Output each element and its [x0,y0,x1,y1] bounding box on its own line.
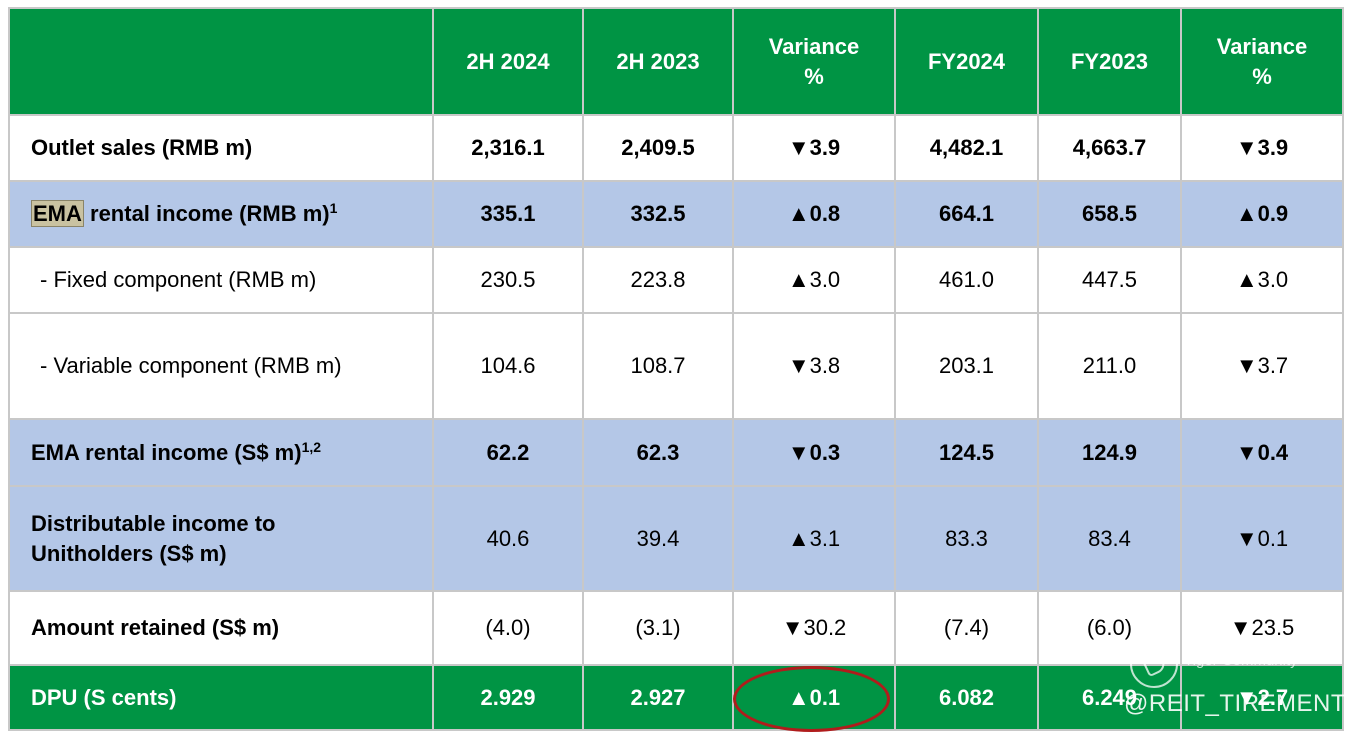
cell-fy2024: 203.1 [894,312,1039,420]
highlighted-text: EMA [31,200,84,227]
header-row: 2H 2024 2H 2023 Variance % FY2024 FY2023… [8,7,1344,116]
cell-variance-full: ▲0.9 [1180,180,1344,248]
cell-2h2023: (3.1) [582,590,734,666]
cell-2h2024: 2,316.1 [432,114,584,182]
results-table-container: 2H 2024 2H 2023 Variance % FY2024 FY2023… [8,7,1344,731]
cell-2h2024: 335.1 [432,180,584,248]
cell-2h2023: 223.8 [582,246,734,314]
cell-fy2023: 658.5 [1037,180,1182,248]
footnote-ref: 1 [329,200,338,216]
cell-variance-half: ▲3.0 [732,246,896,314]
tiger-logo-icon [1130,640,1178,688]
table-row-dpu: DPU (S cents) 2.929 2.927 ▲0.1 6.082 6.2… [8,664,1344,731]
financial-results-table: 2H 2024 2H 2023 Variance % FY2024 FY2023… [8,7,1344,731]
cell-fy2023: 6.249 [1037,664,1182,731]
header-col-2h2024: 2H 2024 [432,7,584,116]
cell-variance-full: ▼23.5 [1180,590,1344,666]
cell-2h2023: 2,409.5 [582,114,734,182]
header-col-variance-half: Variance % [732,7,896,116]
footnote-ref: 1,2 [301,438,322,455]
row-label: DPU (S cents) [8,664,434,731]
cell-2h2023: 62.3 [582,418,734,487]
row-label: - Variable component (RMB m) [8,312,434,420]
table-row-outlet-sales: Outlet sales (RMB m) 2,316.1 2,409.5 ▼3.… [8,114,1344,182]
cell-variance-full: ▼3.7 [1180,312,1344,420]
header-col-fy2023: FY2023 [1037,7,1182,116]
cell-variance-half: ▲0.1 [732,664,896,731]
row-label-text: Distributable income to Unitholders (S$ … [31,510,276,566]
cell-fy2023: 4,663.7 [1037,114,1182,182]
watermark-brand: Tiger Community [1184,652,1298,669]
row-label: Outlet sales (RMB m) [8,114,434,182]
table-row-distributable-income: Distributable income to Unitholders (S$ … [8,485,1344,592]
header-col-variance-full: Variance % [1180,7,1344,116]
table-row-amount-retained: Amount retained (S$ m) (4.0) (3.1) ▼30.2… [8,590,1344,666]
table-row-fixed-component: - Fixed component (RMB m) 230.5 223.8 ▲3… [8,246,1344,314]
header-col-fy2024: FY2024 [894,7,1039,116]
cell-fy2023: 83.4 [1037,485,1182,592]
cell-variance-full: ▼0.4 [1180,418,1344,487]
cell-2h2024: 104.6 [432,312,584,420]
cell-variance-full: ▼3.9 [1180,114,1344,182]
row-label: EMA rental income (RMB m)1 [8,180,434,248]
cell-variance-half: ▼30.2 [732,590,896,666]
row-label: Amount retained (S$ m) [8,590,434,666]
cell-fy2023: 211.0 [1037,312,1182,420]
row-label-text: rental income (RMB m) [83,201,330,226]
cell-2h2024: (4.0) [432,590,584,666]
cell-fy2023: 447.5 [1037,246,1182,314]
cell-fy2024: 124.5 [894,418,1039,487]
cell-variance-half: ▲3.1 [732,485,896,592]
table-row-ema-rental-sgd: EMA rental income (S$ m)1,2 62.2 62.3 ▼0… [8,418,1344,487]
cell-variance-half: ▼3.9 [732,114,896,182]
cell-fy2024: 664.1 [894,180,1039,248]
cell-fy2024: 4,482.1 [894,114,1039,182]
table-row-variable-component: - Variable component (RMB m) 104.6 108.7… [8,312,1344,420]
table-row-ema-rental-rmb: EMA rental income (RMB m)1 335.1 332.5 ▲… [8,180,1344,248]
header-col-2h2023: 2H 2023 [582,7,734,116]
cell-fy2024: 461.0 [894,246,1039,314]
cell-2h2023: 332.5 [582,180,734,248]
cell-variance-half: ▼0.3 [732,418,896,487]
cell-2h2024: 2.929 [432,664,584,731]
cell-2h2023: 108.7 [582,312,734,420]
cell-variance-full: ▼2.7 [1180,664,1344,731]
cell-fy2023: 124.9 [1037,418,1182,487]
cell-variance-half: ▲0.8 [732,180,896,248]
header-label-cell [8,7,434,116]
cell-2h2024: 230.5 [432,246,584,314]
cell-fy2024: 6.082 [894,664,1039,731]
row-label: EMA rental income (S$ m)1,2 [8,418,434,487]
cell-variance-half: ▼3.8 [732,312,896,420]
cell-variance-full: ▼0.1 [1180,485,1344,592]
cell-fy2024: 83.3 [894,485,1039,592]
cell-2h2024: 40.6 [432,485,584,592]
cell-2h2023: 39.4 [582,485,734,592]
cell-fy2023: (6.0) [1037,590,1182,666]
cell-fy2024: (7.4) [894,590,1039,666]
cell-2h2023: 2.927 [582,664,734,731]
cell-variance-full: ▲3.0 [1180,246,1344,314]
cell-2h2024: 62.2 [432,418,584,487]
row-label: - Fixed component (RMB m) [8,246,434,314]
row-label-text: EMA rental income (S$ m) [31,439,302,465]
row-label: Distributable income to Unitholders (S$ … [8,485,434,592]
watermark-handle: @REIT_TIREMENT [1124,690,1347,717]
